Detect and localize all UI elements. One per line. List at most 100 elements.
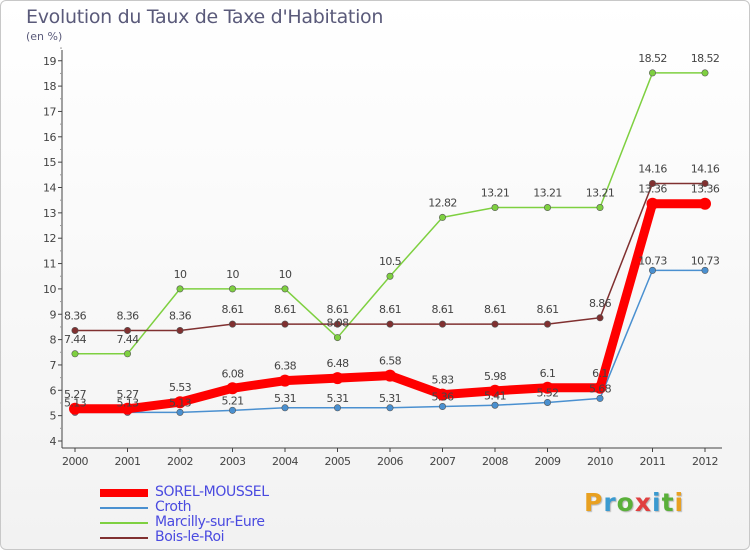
data-point [436, 388, 449, 401]
data-label: 6.58 [379, 355, 402, 368]
y-tick-label: 10 [43, 283, 56, 296]
data-label: 8.61 [274, 303, 296, 316]
data-point [543, 320, 551, 328]
data-label: 10.73 [638, 254, 667, 267]
data-point [386, 404, 394, 412]
data-point [333, 334, 341, 342]
data-label: 5.13 [116, 396, 139, 409]
y-tick-label: 13 [43, 207, 56, 220]
data-point [124, 350, 132, 358]
data-point [438, 213, 446, 221]
data-point [648, 266, 656, 274]
data-point [121, 402, 134, 415]
data-label: 13.21 [533, 187, 562, 200]
logo-letter: i [674, 488, 685, 517]
data-label: 6.1 [540, 367, 556, 380]
data-label: 7.44 [116, 333, 139, 346]
data-label: 5.13 [64, 396, 87, 409]
data-point [176, 408, 184, 416]
data-label: 13.21 [586, 187, 615, 200]
data-point [543, 398, 551, 406]
data-point [701, 266, 709, 274]
x-tick-label: 2004 [272, 455, 298, 468]
data-label: 8.36 [169, 309, 192, 322]
y-tick-label: 15 [43, 156, 56, 169]
data-label: 8.61 [536, 303, 558, 316]
y-tick-label: 17 [43, 105, 56, 118]
data-label: 18.52 [691, 52, 720, 65]
data-label: 7.44 [64, 333, 87, 346]
x-tick-label: 2007 [430, 455, 456, 468]
y-tick-label: 6 [50, 384, 57, 397]
x-tick-label: 2011 [640, 455, 666, 468]
y-tick-label: 9 [50, 308, 57, 321]
data-label: 6.48 [326, 357, 349, 370]
data-label: 5.41 [484, 389, 506, 402]
data-label: 5.27 [116, 388, 139, 401]
logo-letter: r [603, 488, 617, 517]
data-point [648, 179, 656, 187]
x-tick-label: 2005 [325, 455, 351, 468]
data-label: 5.52 [536, 386, 558, 399]
data-label: 18.52 [638, 52, 667, 65]
data-label: 8.61 [484, 303, 506, 316]
x-tick-label: 2008 [482, 455, 508, 468]
y-tick-label: 4 [50, 435, 57, 448]
data-label: 10.73 [691, 254, 720, 267]
data-label: 5.83 [431, 374, 454, 387]
data-label: 6.1 [592, 367, 608, 380]
legend-swatch [100, 522, 148, 524]
data-point [229, 320, 237, 328]
data-point [176, 285, 184, 293]
legend-swatch [100, 537, 148, 539]
data-label: 6.08 [221, 367, 244, 380]
data-label: 6.38 [274, 360, 297, 373]
data-point [71, 350, 79, 358]
logo-letter: o [616, 488, 635, 517]
x-tick-label: 2001 [115, 455, 141, 468]
data-label: 5.27 [64, 388, 87, 401]
data-point [281, 320, 289, 328]
data-label: 8.61 [431, 303, 453, 316]
data-point [596, 394, 604, 402]
data-label: 5.98 [484, 370, 507, 383]
y-tick-label: 11 [43, 258, 56, 271]
x-tick-label: 2012 [692, 455, 718, 468]
logo-letter: P [584, 488, 604, 517]
data-label: 5.53 [169, 381, 192, 394]
x-tick-label: 2009 [535, 455, 561, 468]
x-tick-label: 2000 [62, 455, 88, 468]
data-label: 5.13 [169, 396, 192, 409]
logo-letter: t [661, 488, 675, 517]
data-label: 8.61 [221, 303, 243, 316]
y-tick-label: 16 [43, 131, 56, 144]
data-label: 10 [226, 268, 239, 281]
logo-letter: x [634, 488, 652, 517]
data-point [279, 374, 291, 387]
data-label: 5.68 [589, 382, 612, 395]
data-point [491, 204, 499, 212]
x-tick-label: 2010 [587, 455, 613, 468]
data-label: 8.36 [64, 309, 87, 322]
chart-title: Evolution du Taux de Taxe d'Habitation [26, 6, 384, 28]
data-label: 5.21 [221, 394, 243, 407]
data-point [594, 381, 606, 394]
x-tick-label: 2003 [220, 455, 246, 468]
data-label: 5.31 [379, 392, 401, 405]
data-point [331, 372, 344, 385]
data-point [281, 285, 289, 293]
data-label: 13.21 [481, 187, 510, 200]
proxiti-logo: Proxiti [584, 488, 684, 517]
data-point [438, 403, 446, 411]
data-point [229, 285, 237, 293]
data-point [281, 404, 289, 412]
data-point [124, 326, 132, 334]
y-tick-label: 8 [50, 334, 57, 347]
y-tick-label: 18 [43, 80, 56, 93]
data-point [229, 406, 237, 414]
data-label: 8.08 [326, 317, 349, 330]
data-point [646, 197, 659, 210]
legend-swatch [100, 489, 148, 497]
